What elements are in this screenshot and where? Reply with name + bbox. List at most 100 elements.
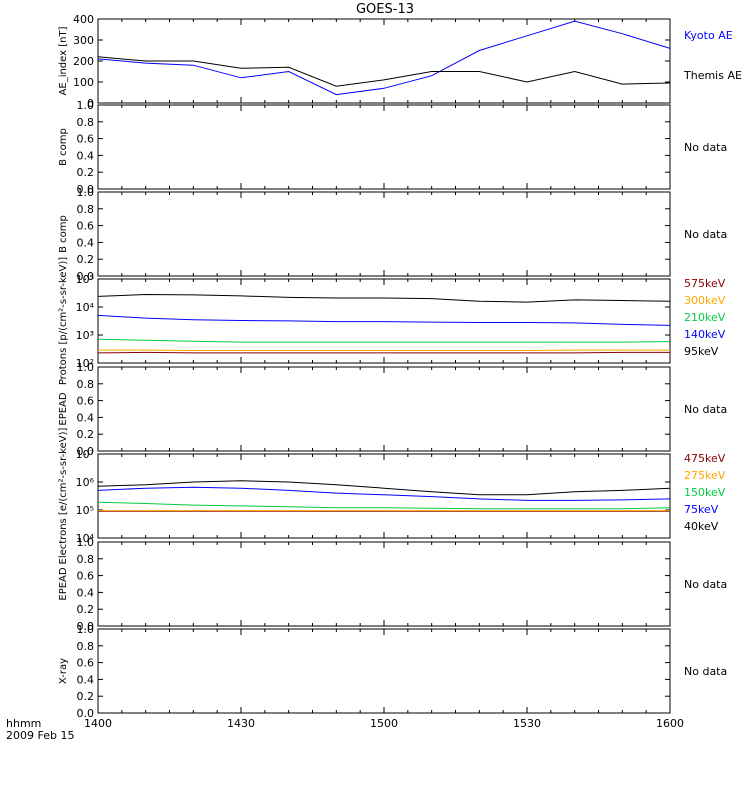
no-data-note: No data — [684, 141, 727, 154]
chart-title: GOES-13 — [356, 2, 414, 17]
y-tick-label: 0.8 — [77, 203, 95, 216]
x-tick-label: 1530 — [513, 717, 541, 730]
panel-frame — [97, 366, 671, 452]
series-line-140kev — [97, 314, 671, 326]
y-tick-label: 0.8 — [77, 553, 95, 566]
y-tick-label: 1.0 — [77, 186, 95, 199]
y-axis-label: Protons [p/(cm²-s-sr-keV)] — [58, 257, 69, 385]
y-tick-label: 10⁵ — [76, 504, 94, 517]
legend-300kev: 300keV — [684, 294, 726, 307]
y-tick-label: 100 — [73, 76, 94, 89]
panel-frame — [97, 541, 671, 627]
y-tick-label: 1.0 — [77, 536, 95, 549]
no-data-note: No data — [684, 578, 727, 591]
y-tick-label: 10³ — [76, 329, 94, 342]
y-tick-label: 0.6 — [77, 395, 95, 408]
y-tick-label: 10⁷ — [76, 448, 94, 461]
legend-475kev: 475keV — [684, 452, 726, 465]
y-tick-label: 10⁴ — [76, 532, 95, 545]
panel-3: Protons [p/(cm²-s-sr-keV)] 10² 10³ 10⁴ 10⁵ 57… — [58, 257, 726, 385]
legend-40kev: 40keV — [684, 520, 719, 533]
series-line-210kev — [97, 338, 671, 343]
panel-0: AE_index [nT] 0 100 200 300 400 Kyoto AE Themis… — [58, 13, 742, 110]
series-line-575kev — [97, 351, 670, 354]
no-data-note: No data — [684, 228, 727, 241]
y-tick-label: 0.8 — [77, 378, 95, 391]
panels-group: AE_index [nT] 0 100 200 300 400 Kyoto AE Themis… — [58, 13, 742, 730]
legend-210kev: 210keV — [684, 311, 726, 324]
y-tick-label: 10² — [76, 357, 94, 370]
y-tick-label: 400 — [73, 13, 94, 26]
y-tick-label: 0.2 — [77, 603, 95, 616]
y-tick-label: 0.0 — [77, 270, 95, 283]
series-line-40kev — [97, 480, 671, 496]
y-tick-label: 0.2 — [77, 428, 95, 441]
y-tick-label: 0.0 — [77, 445, 95, 458]
panel-2: B comp 0.0 0.2 0.4 0.6 0.8 1.0 No data — [58, 186, 727, 283]
legend-themis-ae: Themis AE — [683, 69, 742, 82]
legend-150kev: 150keV — [684, 486, 726, 499]
series-line-75kev — [97, 486, 671, 501]
y-tick-label: 0.4 — [77, 673, 95, 686]
panel-4: EPEAD 0.0 0.2 0.4 0.6 0.8 1.0 No data — [58, 361, 727, 458]
footer-hhmm: hhmm — [6, 717, 41, 730]
footer-date: 2009 Feb 15 — [6, 729, 74, 742]
no-data-note: No data — [684, 403, 727, 416]
y-tick-label: 0.0 — [77, 707, 95, 720]
x-tick-label: 1400 — [84, 717, 112, 730]
y-tick-label: 0.6 — [77, 133, 95, 146]
y-axis-label: Electrons [e/(cm²-s-sr-keV)] — [58, 427, 69, 564]
y-axis-label: EPEAD — [58, 567, 69, 601]
y-axis-label: AE_index [nT] — [58, 26, 69, 95]
legend-75kev: 75keV — [684, 503, 719, 516]
series-line-150kev — [97, 501, 671, 510]
y-tick-label: 0.8 — [77, 640, 95, 653]
y-tick-label: 0.0 — [77, 183, 95, 196]
y-tick-label: 0.4 — [77, 236, 95, 249]
y-tick-label: 10⁵ — [76, 273, 94, 286]
panel-5: Electrons [e/(cm²-s-sr-keV)] 10⁴ 10⁵ 10⁶ 10⁷… — [58, 427, 726, 564]
x-tick-label: 1500 — [370, 717, 398, 730]
y-tick-label: 0.0 — [77, 620, 95, 633]
y-tick-label: 0.2 — [77, 166, 95, 179]
y-tick-label: 0.4 — [77, 586, 95, 599]
legend-95kev: 95keV — [684, 345, 719, 358]
y-axis-label: B comp — [58, 128, 69, 166]
y-tick-label: 0.4 — [77, 149, 95, 162]
legend-kyoto-ae: Kyoto AE — [684, 29, 733, 42]
series-line-themis-ae — [97, 56, 671, 87]
y-tick-label: 1.0 — [77, 623, 95, 636]
y-tick-label: 1.0 — [77, 99, 95, 112]
panel-frame — [97, 453, 671, 539]
series-line-kyoto-ae — [97, 20, 671, 96]
no-data-note: No data — [684, 665, 727, 678]
y-tick-label: 0.6 — [77, 220, 95, 233]
panel-1: B comp 0.0 0.2 0.4 0.6 0.8 1.0 No data — [58, 99, 727, 196]
x-tick-label: 1600 — [656, 717, 684, 730]
y-tick-label: 200 — [73, 55, 94, 68]
y-tick-label: 10⁴ — [76, 301, 95, 314]
y-tick-label: 0 — [87, 97, 94, 110]
legend-140kev: 140keV — [684, 328, 726, 341]
y-axis-label: X-ray — [58, 658, 69, 684]
y-tick-label: 0.8 — [77, 116, 95, 129]
panel-7: X-ray 0.0 0.2 0.4 0.6 0.8 1.0 No data — [58, 623, 727, 720]
y-tick-label: 0.6 — [77, 570, 95, 583]
y-tick-label: 0.2 — [77, 690, 95, 703]
y-tick-label: 0.2 — [77, 253, 95, 266]
legend-575kev: 575keV — [684, 277, 726, 290]
panel-frame — [97, 104, 671, 190]
y-tick-label: 0.6 — [77, 657, 95, 670]
x-tick-label: 1430 — [227, 717, 255, 730]
y-tick-label: 10⁶ — [76, 476, 95, 489]
legend-275kev: 275keV — [684, 469, 726, 482]
series-line-95kev — [97, 293, 671, 303]
y-axis-label: EPEAD — [58, 392, 69, 426]
y-tick-label: 1.0 — [77, 361, 95, 374]
panel-frame — [97, 628, 671, 714]
panel-frame — [97, 191, 671, 277]
y-tick-label: 300 — [73, 34, 94, 47]
y-tick-label: 0.4 — [77, 411, 95, 424]
